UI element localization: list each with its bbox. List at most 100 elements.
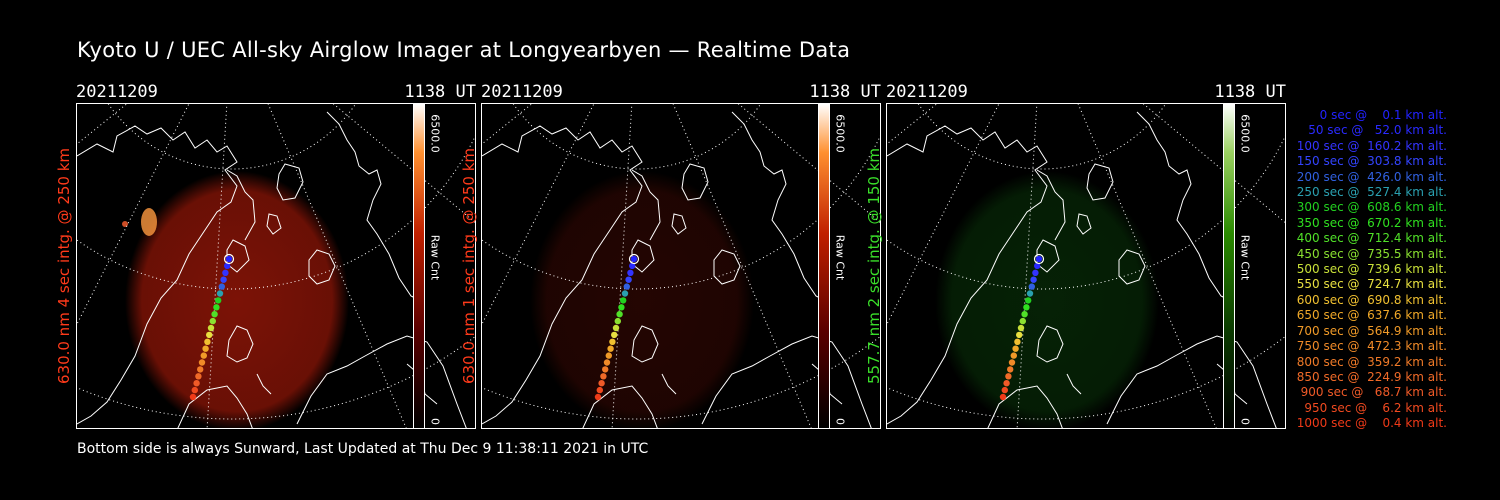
trajectory-point: [204, 338, 211, 345]
trajectory-point: [222, 269, 229, 276]
panel-2-wavelength-label: 630.0 nm 1 sec intg. @ 250 km: [460, 147, 478, 385]
panel-2-date: 20211209: [481, 82, 563, 102]
panel-2-colorbar: [818, 103, 830, 429]
launch-site-marker: [1033, 253, 1045, 265]
airglow-disk: [125, 171, 349, 428]
panel-3-time: 1138 UT: [1214, 82, 1286, 102]
panel-1-colorbar: [413, 103, 425, 429]
colorbar-max-label: 6500.0: [428, 114, 442, 153]
legend-entry: 300 sec @ 608.6 km alt.: [1292, 200, 1447, 215]
trajectory-point: [1034, 262, 1041, 270]
trajectory-point: [1012, 345, 1019, 352]
trajectory: [594, 253, 640, 401]
trajectory: [189, 253, 235, 401]
panel-1-time: 1138 UT: [404, 82, 476, 102]
colorbar-unit-label: Raw Cnt: [1238, 234, 1252, 281]
panel-3-wavelength-label: 557.7 nm 2 sec intg. @ 150 km: [865, 147, 883, 385]
legend-entry: 350 sec @ 670.2 km alt.: [1292, 215, 1447, 230]
panel-3-colorbar-label: 6500.0 Raw Cnt 0: [1238, 103, 1252, 429]
trajectory-point: [207, 324, 215, 332]
trajectory-point: [999, 393, 1007, 401]
trajectory-point: [609, 338, 616, 345]
trajectory-point: [1025, 297, 1032, 304]
trajectory-point: [623, 283, 630, 290]
legend-entry: 150 sec @ 303.8 km alt.: [1292, 154, 1447, 169]
trajectory-point: [1035, 255, 1043, 263]
legend-entry: 400 sec @ 712.4 km alt.: [1292, 231, 1447, 246]
legend-entry: 100 sec @ 160.2 km alt.: [1292, 138, 1447, 153]
panel-2-image: [481, 103, 881, 429]
legend-entry: 450 sec @ 735.5 km alt.: [1292, 246, 1447, 261]
legend-entry: 850 sec @ 224.9 km alt.: [1292, 369, 1447, 384]
panel-1-image: [76, 103, 476, 429]
trajectory-point: [1017, 324, 1025, 332]
trajectory-point: [621, 290, 629, 297]
trajectory-point: [611, 331, 618, 339]
colorbar-min-label: 0: [1238, 418, 1252, 425]
trajectory-point: [630, 255, 638, 263]
trajectory-point: [627, 269, 634, 276]
trajectory-point: [614, 317, 621, 325]
trajectory-point: [603, 359, 611, 366]
trajectory-point: [1014, 338, 1021, 345]
legend-entry: 650 sec @ 637.6 km alt.: [1292, 308, 1447, 323]
trajectory-point: [220, 276, 227, 283]
legend-entry: 1000 sec @ 0.4 km alt.: [1296, 416, 1447, 431]
panel-1-date: 20211209: [76, 82, 158, 102]
airglow-disk: [935, 171, 1159, 428]
trajectory: [999, 253, 1045, 401]
trajectory-point: [1023, 304, 1030, 311]
panel-2-map: [482, 104, 880, 428]
graticule: [77, 104, 475, 428]
trajectory-point: [629, 262, 636, 270]
trajectory-point: [202, 345, 209, 352]
aurora-patch: [141, 208, 157, 236]
trajectory-point: [598, 380, 605, 387]
trajectory-point: [209, 317, 216, 325]
trajectory-point: [607, 345, 614, 352]
trajectory-point: [1001, 386, 1008, 394]
trajectory-point: [216, 290, 224, 297]
panel-3-colorbar: [1223, 103, 1235, 429]
trajectory-point: [206, 331, 213, 339]
trajectory-point: [1007, 366, 1014, 373]
graticule: [482, 104, 880, 428]
trajectory-point: [605, 352, 612, 359]
colorbar-max-label: 6500.0: [833, 114, 847, 153]
trajectory-point: [224, 262, 231, 270]
launch-site-marker: [628, 253, 640, 265]
trajectory-point: [1005, 373, 1012, 380]
trajectory-point: [211, 311, 218, 318]
trajectory-point: [600, 373, 607, 380]
legend-entry: 800 sec @ 359.2 km alt.: [1292, 354, 1447, 369]
legend-entry: 600 sec @ 690.8 km alt.: [1292, 292, 1447, 307]
colorbar-min-label: 0: [833, 418, 847, 425]
trajectory-point: [1030, 276, 1037, 283]
trajectory-point: [191, 386, 198, 394]
legend-entry: 50 sec @ 52.0 km alt.: [1300, 123, 1447, 138]
trajectory-point: [612, 324, 620, 332]
panel-3-date: 20211209: [886, 82, 968, 102]
trajectory-point: [200, 352, 207, 359]
trajectory-point: [1028, 283, 1035, 290]
trajectory-point: [620, 297, 627, 304]
launch-site-marker: [223, 253, 235, 265]
coastlines: [77, 111, 467, 428]
legend-entry: 950 sec @ 6.2 km alt.: [1300, 400, 1447, 415]
panel-3-image: [886, 103, 1286, 429]
panel-1-map: [77, 104, 475, 428]
trajectory-point: [1026, 290, 1034, 297]
panel-3: 20211209 1138 UT: [886, 82, 1286, 432]
trajectory-point: [215, 297, 222, 304]
panel-1-colorbar-label: 6500.0 Raw Cnt 0: [428, 103, 442, 429]
trajectory-point: [596, 386, 603, 394]
trajectory-point: [594, 393, 602, 401]
panel-3-map: [887, 104, 1285, 428]
trajectory-point: [1008, 359, 1016, 366]
panel-1-wavelength-label: 630.0 nm 4 sec intg. @ 250 km: [55, 147, 73, 385]
legend-entry: 0 sec @ 0.1 km alt.: [1308, 108, 1447, 122]
panel-1: 20211209 1138 UT: [76, 82, 476, 432]
colorbar-max-label: 6500.0: [1238, 114, 1252, 153]
trajectory-point: [1019, 317, 1026, 325]
trajectory-point: [1003, 380, 1010, 387]
